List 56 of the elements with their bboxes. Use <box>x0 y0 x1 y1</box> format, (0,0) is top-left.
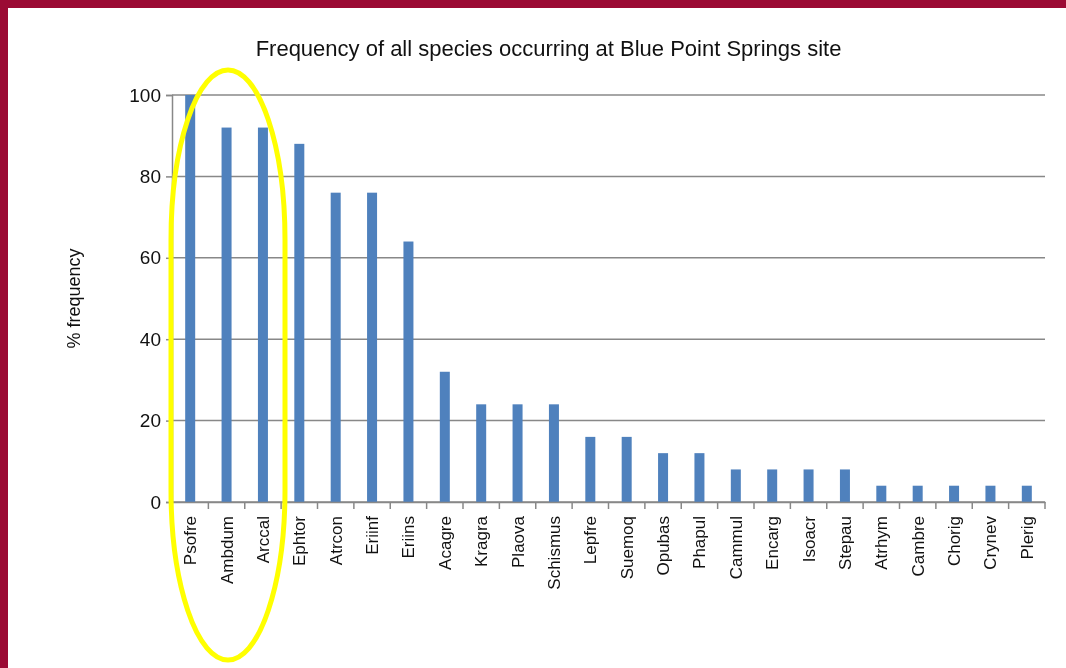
bar <box>730 469 741 502</box>
bar <box>257 127 268 502</box>
bar <box>1021 485 1032 502</box>
x-tick-label: Chorig <box>945 516 965 567</box>
bar <box>330 192 341 502</box>
x-tick-label: Cammul <box>726 516 746 580</box>
y-tick-label: 0 <box>150 491 161 513</box>
x-tick-label: Ambdum <box>217 516 237 585</box>
bar <box>403 241 414 502</box>
bar <box>621 436 632 502</box>
bar <box>876 485 887 502</box>
x-tick-label: Ephtor <box>290 515 310 567</box>
x-tick-label: Eriins <box>399 516 419 559</box>
bar <box>367 192 378 502</box>
bar <box>694 453 705 502</box>
x-tick-label: Isoacr <box>799 515 819 563</box>
x-tick-label: Psofre <box>181 516 201 566</box>
x-tick-label: Cambre <box>908 516 928 577</box>
bar <box>985 485 996 502</box>
x-tick-label: Crynev <box>981 515 1001 570</box>
x-tick-label: Opubas <box>654 516 674 576</box>
bar <box>512 404 523 502</box>
y-tick-label: 60 <box>139 247 161 269</box>
bar <box>767 469 778 502</box>
x-tick-label: Suemoq <box>617 516 637 580</box>
bar <box>548 404 559 502</box>
bar <box>912 485 923 502</box>
y-axis-title: % frequency <box>64 248 84 349</box>
x-tick-label: Stepau <box>835 516 855 570</box>
y-tick-label: 80 <box>139 165 161 187</box>
y-tick-label: 100 <box>129 84 161 106</box>
y-tick-label: 20 <box>139 410 161 432</box>
bar <box>585 436 596 502</box>
bar <box>476 404 487 502</box>
bar <box>185 95 196 502</box>
bar <box>439 371 450 502</box>
x-tick-label: Plaova <box>508 515 528 568</box>
y-tick-label: 40 <box>139 328 161 350</box>
x-tick-label: Atrhym <box>872 516 892 570</box>
bar <box>221 127 232 502</box>
x-tick-label: Arccal <box>253 516 273 564</box>
chart-title: Frequency of all species occurring at Blue Point Springs site <box>255 36 842 61</box>
bar <box>949 485 960 502</box>
x-tick-label: Acagre <box>435 516 455 570</box>
x-tick-label: Encarg <box>763 516 783 570</box>
bar <box>839 469 850 502</box>
bar <box>658 453 669 502</box>
bar <box>803 469 814 502</box>
x-tick-label: Schismus <box>544 516 564 590</box>
x-tick-label: Phapul <box>690 516 710 569</box>
bar <box>294 143 305 502</box>
x-tick-label: Lepfre <box>581 516 601 565</box>
x-tick-label: Atrcon <box>326 516 346 566</box>
x-tick-label: Eriinf <box>363 515 383 555</box>
x-tick-label: Kragra <box>472 515 492 568</box>
x-tick-label: Plerig <box>1017 516 1037 560</box>
